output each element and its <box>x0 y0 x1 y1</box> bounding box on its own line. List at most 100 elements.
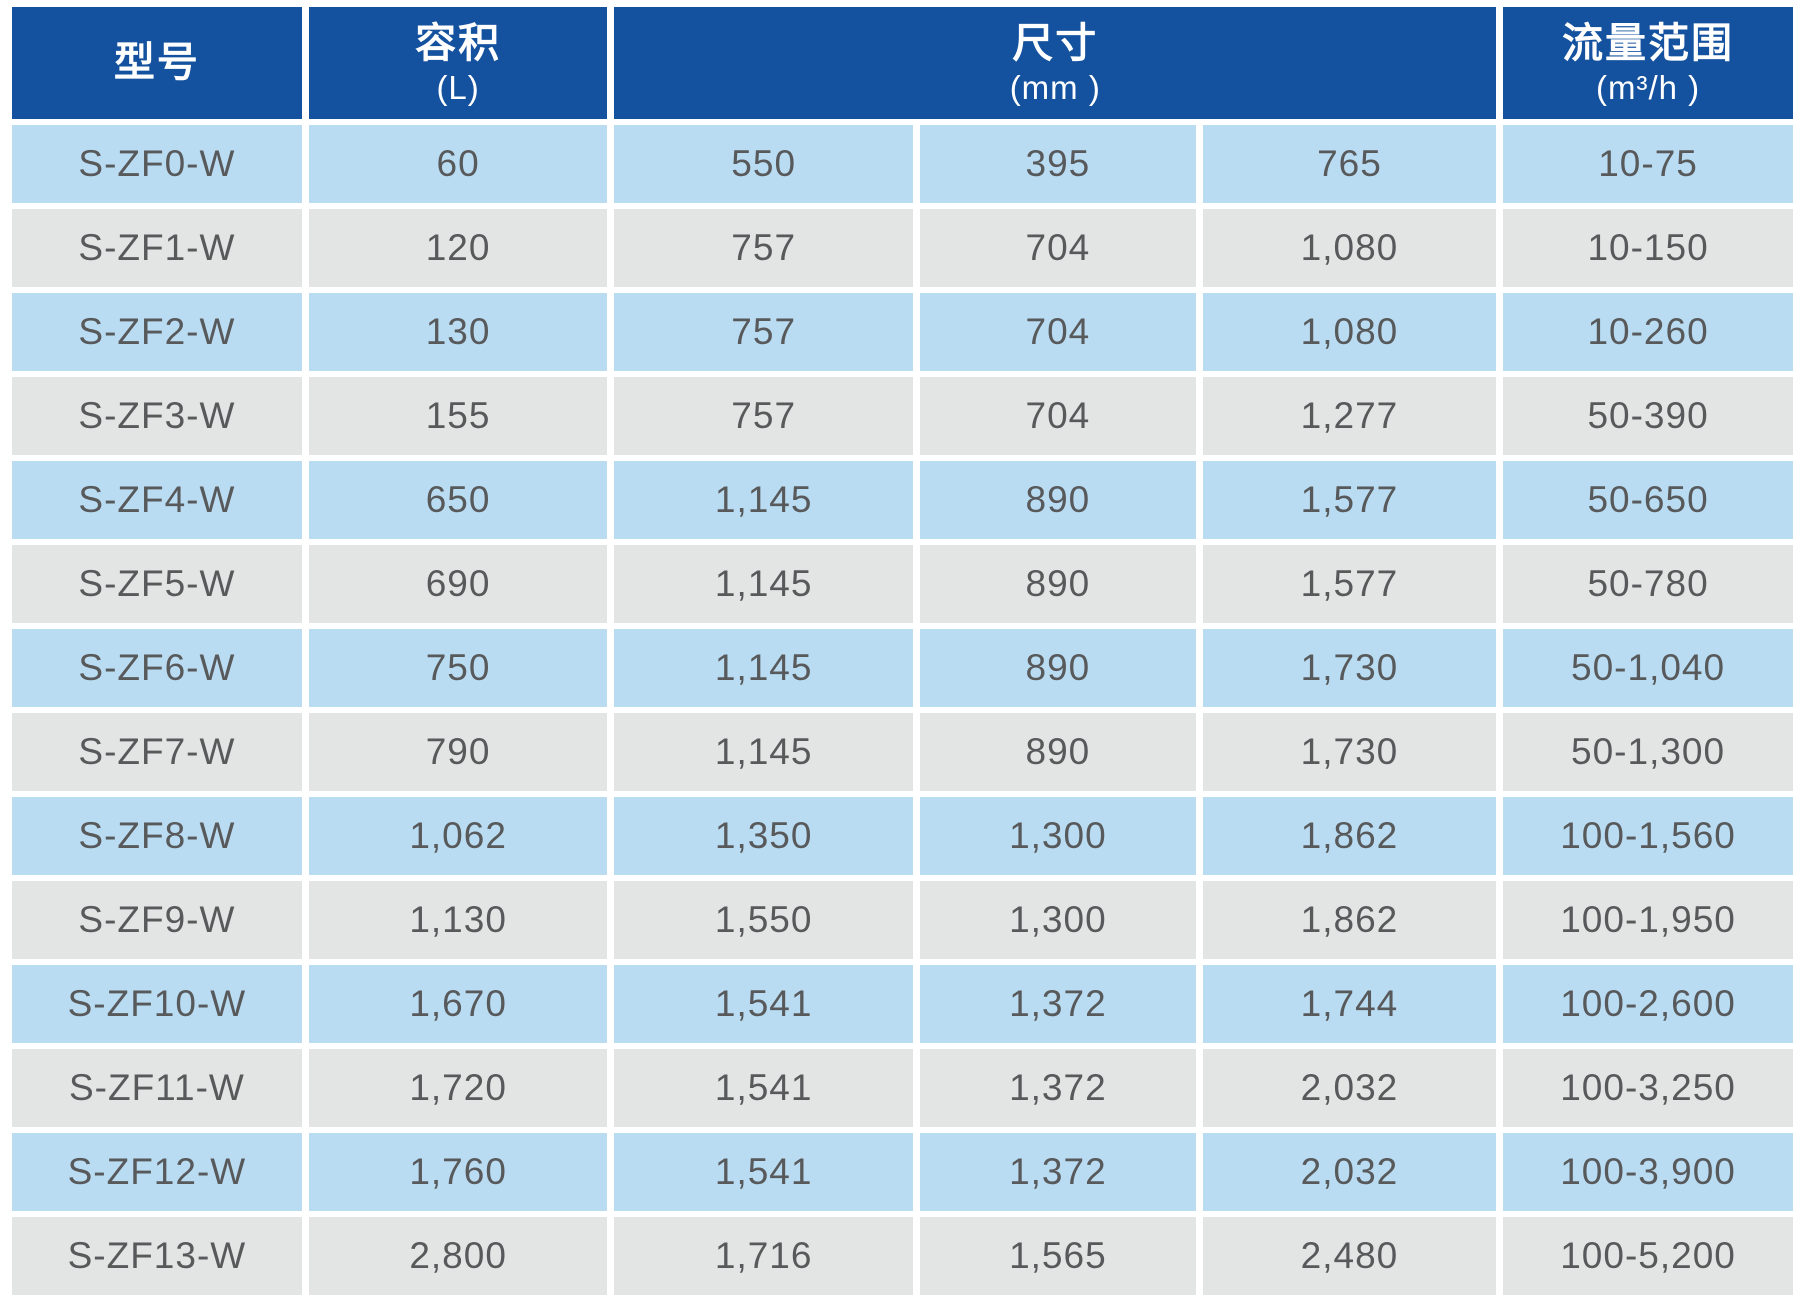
cell-dim-width: 1,372 <box>919 1049 1196 1127</box>
table-row: S-ZF6-W 750 1,145 890 1,730 50-1,040 <box>12 629 1793 707</box>
table-row: S-ZF13-W 2,800 1,716 1,565 2,480 100-5,2… <box>12 1217 1793 1295</box>
cell-model: S-ZF2-W <box>12 293 302 371</box>
cell-flow-range: 100-3,250 <box>1503 1049 1793 1127</box>
cell-dim-width: 704 <box>919 293 1196 371</box>
cell-volume: 690 <box>308 545 608 623</box>
cell-flow-range: 50-1,300 <box>1503 713 1793 791</box>
table-body: S-ZF0-W 60 550 395 765 10-75 S-ZF1-W 120… <box>12 125 1793 1295</box>
cell-flow-range: 100-3,900 <box>1503 1133 1793 1211</box>
cell-dim-width: 704 <box>919 209 1196 287</box>
cell-dim-width: 890 <box>919 629 1196 707</box>
cell-dim-width: 1,372 <box>919 1133 1196 1211</box>
cell-model: S-ZF13-W <box>12 1217 302 1295</box>
cell-dim-width: 1,300 <box>919 797 1196 875</box>
cell-dim-length: 757 <box>614 293 913 371</box>
cell-flow-range: 50-780 <box>1503 545 1793 623</box>
cell-model: S-ZF12-W <box>12 1133 302 1211</box>
cell-volume: 650 <box>308 461 608 539</box>
cell-dim-width: 1,565 <box>919 1217 1196 1295</box>
cell-dim-width: 395 <box>919 125 1196 203</box>
cell-dim-height: 1,577 <box>1202 545 1497 623</box>
header-volume-label: 容积 <box>415 19 502 66</box>
cell-dim-height: 765 <box>1202 125 1497 203</box>
header-volume: 容积 (L) <box>308 7 608 119</box>
cell-model: S-ZF11-W <box>12 1049 302 1127</box>
cell-flow-range: 10-150 <box>1503 209 1793 287</box>
cell-model: S-ZF10-W <box>12 965 302 1043</box>
cell-dim-length: 1,541 <box>614 1049 913 1127</box>
cell-dim-length: 1,716 <box>614 1217 913 1295</box>
cell-flow-range: 10-260 <box>1503 293 1793 371</box>
table-row: S-ZF2-W 130 757 704 1,080 10-260 <box>12 293 1793 371</box>
cell-dim-height: 2,032 <box>1202 1133 1497 1211</box>
cell-dim-height: 1,080 <box>1202 209 1497 287</box>
cell-dim-length: 1,145 <box>614 545 913 623</box>
cell-flow-range: 100-5,200 <box>1503 1217 1793 1295</box>
cell-dim-height: 1,277 <box>1202 377 1497 455</box>
cell-dim-height: 1,862 <box>1202 881 1497 959</box>
cell-model: S-ZF7-W <box>12 713 302 791</box>
cell-dim-width: 1,372 <box>919 965 1196 1043</box>
cell-dim-width: 704 <box>919 377 1196 455</box>
cell-dim-length: 1,145 <box>614 629 913 707</box>
cell-volume: 1,670 <box>308 965 608 1043</box>
cell-flow-range: 100-1,560 <box>1503 797 1793 875</box>
table-row: S-ZF11-W 1,720 1,541 1,372 2,032 100-3,2… <box>12 1049 1793 1127</box>
cell-dim-height: 1,862 <box>1202 797 1497 875</box>
cell-dim-length: 1,145 <box>614 461 913 539</box>
cell-dim-height: 1,730 <box>1202 629 1497 707</box>
table-row: S-ZF3-W 155 757 704 1,277 50-390 <box>12 377 1793 455</box>
cell-model: S-ZF8-W <box>12 797 302 875</box>
cell-volume: 790 <box>308 713 608 791</box>
cell-dim-width: 890 <box>919 545 1196 623</box>
cell-model: S-ZF5-W <box>12 545 302 623</box>
table-row: S-ZF1-W 120 757 704 1,080 10-150 <box>12 209 1793 287</box>
cell-dim-length: 757 <box>614 377 913 455</box>
cell-flow-range: 50-390 <box>1503 377 1793 455</box>
table-row: S-ZF5-W 690 1,145 890 1,577 50-780 <box>12 545 1793 623</box>
cell-volume: 2,800 <box>308 1217 608 1295</box>
spec-table: 型号 容积 (L) 尺寸 (mm ) 流量范围 (m³/h ) S-ZF0-W … <box>5 1 1800 1301</box>
cell-dim-height: 1,577 <box>1202 461 1497 539</box>
cell-model: S-ZF1-W <box>12 209 302 287</box>
cell-volume: 130 <box>308 293 608 371</box>
header-dimensions-label: 尺寸 <box>1012 19 1099 66</box>
cell-dim-length: 1,541 <box>614 965 913 1043</box>
cell-volume: 155 <box>308 377 608 455</box>
header-flow-range: 流量范围 (m³/h ) <box>1503 7 1793 119</box>
header-model: 型号 <box>12 7 302 119</box>
cell-dim-length: 550 <box>614 125 913 203</box>
cell-model: S-ZF4-W <box>12 461 302 539</box>
cell-volume: 1,130 <box>308 881 608 959</box>
cell-volume: 120 <box>308 209 608 287</box>
header-model-label: 型号 <box>113 39 200 86</box>
cell-dim-width: 1,300 <box>919 881 1196 959</box>
table-row: S-ZF7-W 790 1,145 890 1,730 50-1,300 <box>12 713 1793 791</box>
table-row: S-ZF0-W 60 550 395 765 10-75 <box>12 125 1793 203</box>
cell-dim-width: 890 <box>919 461 1196 539</box>
header-row: 型号 容积 (L) 尺寸 (mm ) 流量范围 (m³/h ) <box>12 7 1793 119</box>
cell-flow-range: 100-2,600 <box>1503 965 1793 1043</box>
header-flow-range-unit: (m³/h ) <box>1595 68 1701 106</box>
cell-dim-height: 1,744 <box>1202 965 1497 1043</box>
cell-dim-width: 890 <box>919 713 1196 791</box>
table-row: S-ZF4-W 650 1,145 890 1,577 50-650 <box>12 461 1793 539</box>
cell-volume: 1,720 <box>308 1049 608 1127</box>
cell-volume: 60 <box>308 125 608 203</box>
cell-dim-length: 1,550 <box>614 881 913 959</box>
cell-flow-range: 50-650 <box>1503 461 1793 539</box>
cell-dim-height: 1,080 <box>1202 293 1497 371</box>
table-row: S-ZF10-W 1,670 1,541 1,372 1,744 100-2,6… <box>12 965 1793 1043</box>
cell-dim-length: 1,350 <box>614 797 913 875</box>
table-row: S-ZF8-W 1,062 1,350 1,300 1,862 100-1,56… <box>12 797 1793 875</box>
cell-model: S-ZF3-W <box>12 377 302 455</box>
cell-flow-range: 100-1,950 <box>1503 881 1793 959</box>
cell-flow-range: 50-1,040 <box>1503 629 1793 707</box>
cell-dim-length: 1,145 <box>614 713 913 791</box>
cell-volume: 1,062 <box>308 797 608 875</box>
cell-dim-height: 2,032 <box>1202 1049 1497 1127</box>
cell-dim-length: 757 <box>614 209 913 287</box>
cell-dim-height: 2,480 <box>1202 1217 1497 1295</box>
table-row: S-ZF9-W 1,130 1,550 1,300 1,862 100-1,95… <box>12 881 1793 959</box>
